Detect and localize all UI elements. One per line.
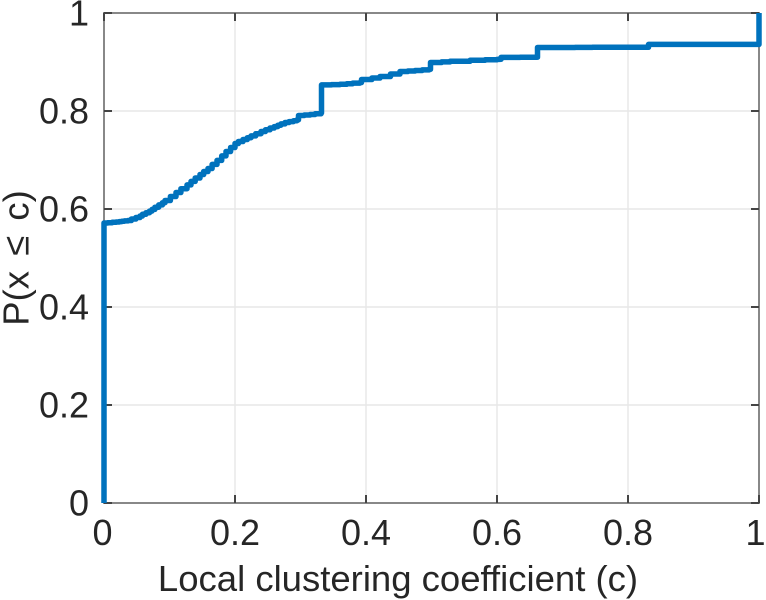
svg-text:0.8: 0.8: [39, 91, 89, 132]
svg-text:P(x ≤ c): P(x ≤ c): [0, 190, 37, 326]
svg-text:0: 0: [69, 483, 89, 524]
svg-text:0.2: 0.2: [210, 512, 260, 553]
svg-text:0.6: 0.6: [39, 189, 89, 230]
svg-text:0.8: 0.8: [603, 512, 653, 553]
svg-text:0.4: 0.4: [39, 287, 89, 328]
svg-text:0: 0: [92, 512, 112, 553]
svg-text:0.6: 0.6: [472, 512, 522, 553]
svg-text:0.4: 0.4: [341, 512, 391, 553]
svg-text:0.2: 0.2: [39, 385, 89, 426]
svg-text:1: 1: [745, 512, 765, 553]
svg-text:1: 1: [69, 0, 89, 34]
svg-text:Local clustering coefficient (: Local clustering coefficient (c): [158, 558, 638, 599]
